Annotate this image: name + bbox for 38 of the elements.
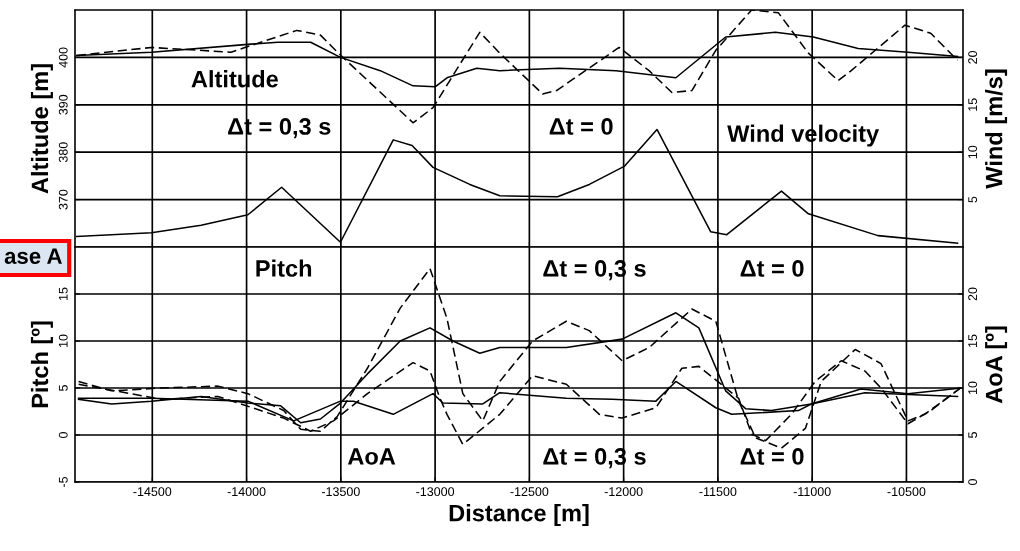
y-tick-label: 370 <box>58 189 68 210</box>
annotation: Δt = 0 <box>740 448 804 465</box>
annotation: Δt = 0 <box>549 118 613 135</box>
y-tick-label: 390 <box>58 94 68 115</box>
y2-tick-label: 0 <box>968 479 978 485</box>
x-tick-label: -11000 <box>793 487 831 497</box>
y2-tick-label: 10 <box>968 145 978 159</box>
y-tick-label: 380 <box>58 142 68 163</box>
annotation: Δt = 0 <box>740 260 804 277</box>
y-tick-label: 15 <box>58 287 68 300</box>
x-tick-label: -10500 <box>887 487 926 497</box>
y-tick-label: 5 <box>58 385 68 391</box>
x-tick-label: -12500 <box>510 487 549 497</box>
text: ase A <box>4 248 62 264</box>
x-axis-title: Distance [m] <box>449 504 589 527</box>
y2-tick-label: 20 <box>968 50 978 64</box>
y2-tick-label: 5 <box>968 432 978 438</box>
y2-axis-title: Wind [m/s] <box>985 69 1008 189</box>
y2-axis-title: AoA [º] <box>985 326 1008 404</box>
y-tick-label: -5 <box>58 476 68 487</box>
y2-tick-label: 20 <box>968 287 978 301</box>
y-tick-label: 10 <box>58 334 68 347</box>
y2-tick-label: 15 <box>968 334 978 347</box>
y-axis-title: Pitch [º] <box>30 321 53 408</box>
y2-tick-label: 10 <box>968 381 978 394</box>
x-tick-label: -13500 <box>321 487 360 497</box>
annotation: AoA <box>347 448 396 465</box>
y-tick-label: 0 <box>58 432 68 438</box>
y-axis-title: Altitude [m] <box>30 64 53 194</box>
annotation: Pitch <box>256 259 312 277</box>
y2-tick-label: 15 <box>968 98 978 111</box>
y-tick-label: 400 <box>58 47 68 68</box>
x-tick-label: -13000 <box>416 487 455 497</box>
x-tick-label: -11500 <box>699 487 737 497</box>
x-tick-label: -12000 <box>604 487 643 497</box>
y2-tick-label: 5 <box>968 196 978 203</box>
x-tick-label: -14500 <box>133 487 172 497</box>
x-tick-label: -14000 <box>227 487 266 497</box>
